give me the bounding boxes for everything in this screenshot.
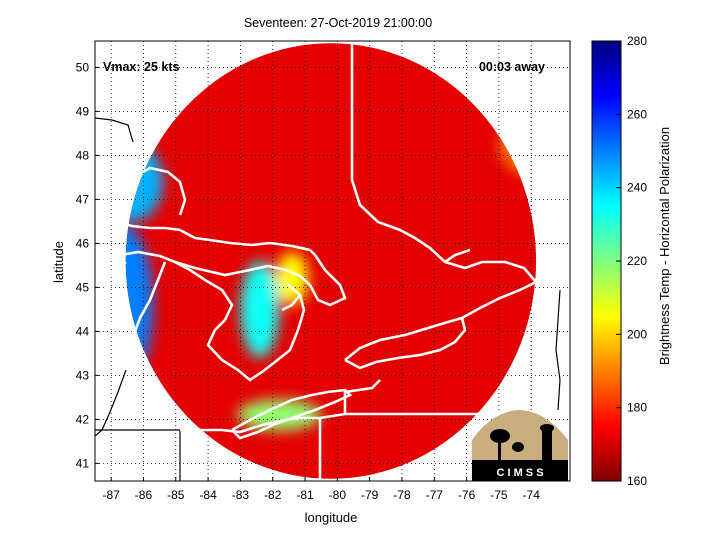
- x-tick-label: -85: [167, 488, 185, 502]
- colorbar: 160 180 200 220 240 260 280 Brightness Temp - …: [591, 34, 672, 488]
- swath-disk: [125, 43, 537, 479]
- x-tick-label: -80: [329, 488, 347, 502]
- x-tick-label: -84: [199, 488, 217, 502]
- x-tick-label: -75: [490, 488, 508, 502]
- y-tick-label: 43: [76, 368, 90, 382]
- y-tick-label: 41: [76, 456, 90, 470]
- x-axis-label: longitude: [305, 510, 358, 525]
- colorbar-tick-label: 160: [627, 474, 647, 488]
- colorbar-tick-label: 220: [627, 254, 647, 268]
- colorbar-tick-label: 240: [627, 181, 647, 195]
- y-tick-label: 49: [76, 104, 90, 118]
- cimss-logo: C I M S S: [472, 410, 568, 481]
- x-axis-ticks: -87 -86 -85 -84 -83 -82 -81 -80 -79 -78 -77 -76 -75 -…: [102, 477, 540, 502]
- x-tick-label: -77: [426, 488, 444, 502]
- y-tick-label: 46: [76, 236, 90, 250]
- y-tick-label: 47: [76, 192, 90, 206]
- plot-frame: [94, 40, 571, 482]
- chart-title: Seventeen: 27-Oct-2019 21:00:00: [244, 16, 432, 30]
- x-tick-label: -74: [523, 488, 541, 502]
- x-tick-label: -83: [232, 488, 250, 502]
- colorbar-ticks: 160 180 200 220 240 260 280: [616, 34, 647, 488]
- vmax-annotation: Vmax: 25 kts: [103, 60, 179, 74]
- x-tick-label: -81: [296, 488, 314, 502]
- warm-region: [275, 252, 309, 305]
- plot-area: C I M S S: [94, 40, 571, 482]
- warm-region: [240, 261, 280, 358]
- y-tick-label: 48: [76, 148, 90, 162]
- x-tick-label: -78: [393, 488, 411, 502]
- x-tick-label: -87: [102, 488, 120, 502]
- x-tick-label: -79: [361, 488, 379, 502]
- y-axis-ticks: 41 42 43 44 45 46 47 48 49 50: [76, 60, 99, 470]
- x-tick-label: -82: [264, 488, 282, 502]
- logo-text: C I M S S: [496, 467, 543, 479]
- colorbar-tick-label: 200: [627, 327, 647, 341]
- y-tick-label: 45: [76, 280, 90, 294]
- colorbar-label: Brightness Temp - Horizontal Polarizatio…: [657, 127, 672, 365]
- y-tick-label: 50: [76, 60, 90, 74]
- y-tick-label: 42: [76, 412, 90, 426]
- time-away-annotation: 00:03 away: [479, 60, 545, 74]
- colorbar-tick-label: 180: [627, 401, 647, 415]
- x-tick-label: -86: [135, 488, 153, 502]
- x-tick-label: -76: [458, 488, 476, 502]
- y-tick-label: 44: [76, 324, 90, 338]
- warm-region: [237, 399, 322, 431]
- colorbar-tick-label: 280: [627, 34, 647, 48]
- y-axis-label: latitude: [51, 241, 66, 283]
- colorbar-tick-label: 260: [627, 107, 647, 121]
- boundaries: [95, 41, 570, 481]
